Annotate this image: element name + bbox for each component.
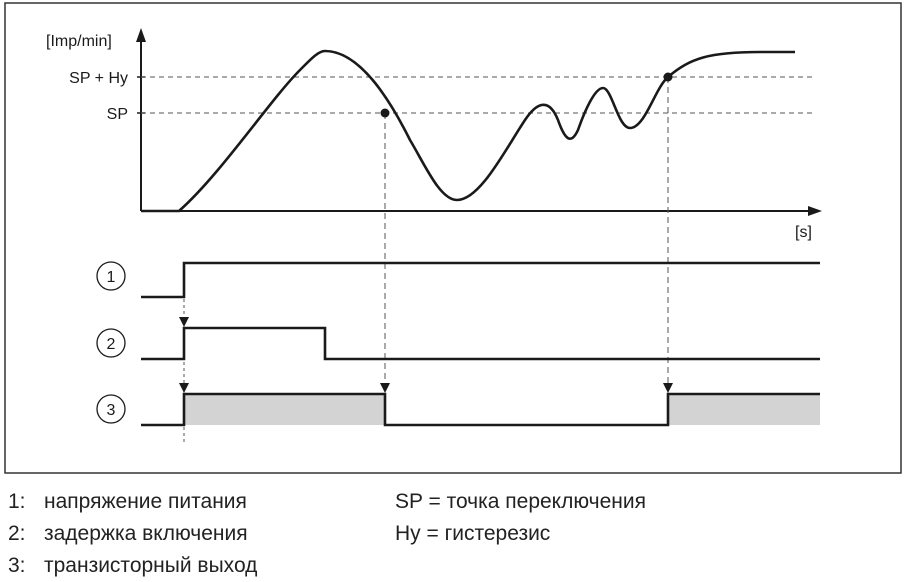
- signal-3-fill-b: [669, 394, 820, 425]
- legend-list: 1: напряжение питания 2: задержка включени…: [8, 486, 257, 582]
- switch-point-sp-hy: [663, 72, 673, 82]
- x-axis-label: [s]: [795, 224, 812, 241]
- definition-sp: SP = точка переключения: [395, 490, 646, 513]
- definition-hy: Hy = гистерезис: [395, 522, 551, 545]
- signal-3-fill-a: [185, 394, 385, 425]
- legend-item-number: 1:: [8, 490, 26, 513]
- legend-item-text: транзисторный выход: [44, 554, 258, 577]
- signal-3-marker: [96, 394, 126, 424]
- signal-2-marker-label: 2: [107, 336, 116, 353]
- diagram-frame: [4, 2, 902, 474]
- legend-item-number: 3:: [8, 554, 26, 577]
- signal-1-marker: [96, 261, 126, 291]
- y-axis-arrow-icon: [136, 28, 146, 42]
- level-label-sp: SP: [107, 106, 128, 123]
- switching-diagram: [Imp/min] [s] SP + Hy SP 1 2 3: [4, 2, 902, 474]
- signal-1-trace: [141, 261, 820, 299]
- x-axis-arrow-icon: [808, 206, 822, 216]
- switch-point-sp: [380, 108, 390, 118]
- legend-item-number: 2:: [8, 522, 26, 545]
- signal-2-marker: [96, 328, 126, 358]
- signal-3-trace: [141, 392, 820, 427]
- signal-1-marker-label: 1: [107, 269, 116, 286]
- legend-item: 1: напряжение питания: [8, 486, 257, 518]
- legend-item-text: задержка включения: [44, 522, 248, 545]
- signal-3-marker-label: 3: [107, 402, 116, 419]
- legend-item: 2: задержка включения: [8, 518, 257, 550]
- level-label-sp-hy: SP + Hy: [69, 70, 128, 87]
- legend-item-text: напряжение питания: [44, 490, 247, 513]
- definitions-list: SP = точка переключения Hy = гистерезис: [395, 486, 646, 550]
- y-axis-label: [Imp/min]: [46, 33, 112, 50]
- legend-item: 3: транзисторный выход: [8, 550, 257, 582]
- speed-curve: [141, 49, 795, 213]
- signal-2-trace: [141, 326, 820, 361]
